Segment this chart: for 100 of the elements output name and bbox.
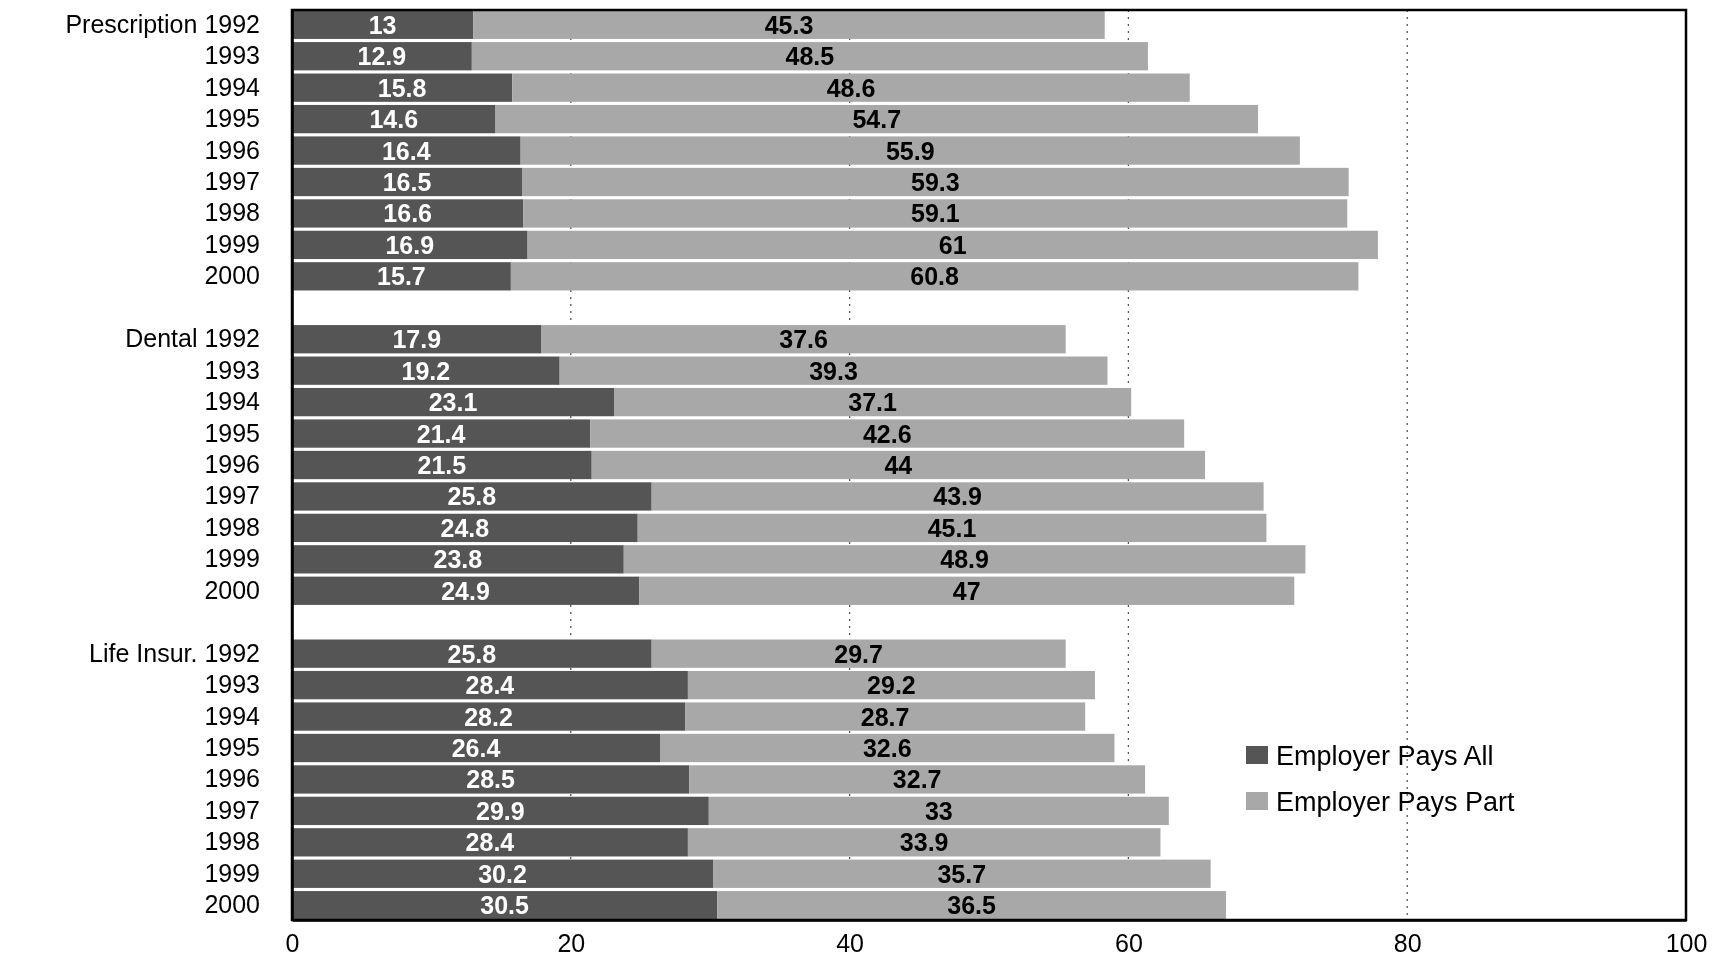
data-label: 16.4: [381, 136, 431, 165]
y-tick-label: 2000: [204, 261, 260, 290]
data-label: 48.5: [785, 42, 835, 71]
data-label: 32.7: [892, 765, 942, 794]
y-tick-label: 1994: [204, 701, 261, 730]
data-label: 48.9: [940, 545, 989, 574]
data-label: 23.1: [428, 388, 478, 417]
data-label: 60.8: [910, 262, 960, 291]
x-tick-label: 0: [285, 928, 300, 957]
bar: [520, 136, 1300, 165]
data-label: 48.6: [826, 73, 876, 102]
y-tick-label: 1998: [204, 198, 260, 227]
data-label: 26.4: [451, 734, 501, 762]
data-label: 12.9: [357, 42, 407, 71]
y-tick-label: 1993: [204, 670, 260, 699]
data-label: 24.8: [440, 513, 490, 542]
data-label: 29.2: [867, 671, 916, 700]
bar: [591, 450, 1206, 480]
bar: [473, 10, 1105, 39]
bar: [660, 733, 1115, 763]
y-tick-label: Prescription 1992: [65, 9, 260, 38]
bar: [292, 891, 718, 920]
data-label: 25.8: [447, 639, 497, 668]
bar: [708, 796, 1169, 826]
data-label: 16.6: [383, 199, 433, 228]
y-tick-label: 1997: [204, 481, 260, 510]
y-tick-label: 1993: [204, 355, 260, 384]
bar: [292, 167, 523, 197]
bar: [639, 576, 1295, 605]
y-tick-label: 1995: [204, 104, 260, 133]
data-label: 28.7: [860, 702, 910, 731]
data-label: 30.2: [478, 859, 527, 888]
y-tick-label: 1999: [204, 229, 260, 258]
bar: [292, 104, 496, 134]
bar: [292, 73, 513, 102]
bar: [541, 325, 1066, 354]
data-label: 15.8: [377, 73, 427, 102]
y-tick-label: 1995: [204, 733, 260, 761]
data-label: 44: [884, 451, 913, 479]
data-label: 59.3: [911, 168, 960, 196]
data-label: 61: [938, 230, 967, 259]
y-tick-label: 1998: [204, 827, 260, 856]
data-label: 45.1: [927, 513, 977, 542]
legend-label: Employer Pays Part: [1276, 786, 1516, 817]
bar: [651, 482, 1264, 511]
bar: [292, 199, 524, 228]
data-label: 29.7: [834, 639, 883, 668]
data-label: 24.9: [441, 576, 490, 605]
data-label: 59.1: [911, 199, 960, 228]
x-tick-label: 100: [1665, 928, 1708, 957]
y-tick-label: 1997: [204, 795, 260, 824]
x-tick-label: 60: [1114, 928, 1143, 957]
data-label: 36.5: [947, 891, 996, 920]
data-label: 45.3: [764, 10, 814, 39]
data-label: 28.4: [465, 671, 515, 700]
data-label: 23.8: [433, 545, 483, 574]
data-label: 37.6: [779, 325, 828, 354]
bar: [292, 230, 528, 260]
bar: [512, 73, 1190, 102]
bar: [522, 167, 1349, 197]
data-label: 16.9: [385, 230, 435, 259]
x-tick-label: 20: [557, 928, 586, 957]
bar: [687, 670, 1095, 700]
data-label: 32.6: [862, 734, 912, 762]
bar: [523, 199, 1348, 228]
bar: [292, 10, 474, 39]
y-tick-label: 1994: [204, 72, 261, 101]
data-label: 30.5: [480, 891, 529, 920]
data-label: 35.7: [937, 859, 987, 888]
bar: [527, 230, 1378, 260]
bar: [687, 828, 1161, 857]
data-label: 28.2: [464, 702, 513, 731]
x-tick-label: 40: [836, 928, 865, 957]
y-tick-label: 2000: [204, 575, 260, 604]
data-label: 16.5: [382, 168, 432, 196]
y-tick-label: 1996: [204, 135, 260, 164]
data-label: 21.5: [417, 451, 467, 479]
data-label: 28.5: [466, 765, 516, 794]
bar: [590, 419, 1185, 448]
y-tick-label: 1997: [204, 167, 260, 195]
data-label: 17.9: [392, 325, 442, 354]
data-label: 25.8: [447, 482, 497, 511]
bar: [471, 42, 1148, 71]
bar: [717, 891, 1226, 920]
bar: [623, 545, 1306, 574]
y-tick-label: 1993: [204, 41, 260, 70]
bar: [689, 765, 1146, 794]
x-tick-label: 80: [1393, 928, 1422, 957]
bar: [495, 104, 1259, 134]
data-label: 37.1: [848, 388, 898, 417]
data-label: 54.7: [852, 105, 902, 134]
y-tick-label: 1995: [204, 418, 260, 447]
bar: [510, 262, 1359, 291]
data-label: 14.6: [369, 105, 419, 134]
data-label: 28.4: [465, 828, 515, 857]
data-label: 19.2: [401, 356, 451, 385]
y-tick-label: 1996: [204, 764, 260, 793]
data-label: 43.9: [933, 482, 982, 511]
y-tick-label: 1994: [204, 387, 261, 416]
data-label: 55.9: [885, 136, 935, 165]
